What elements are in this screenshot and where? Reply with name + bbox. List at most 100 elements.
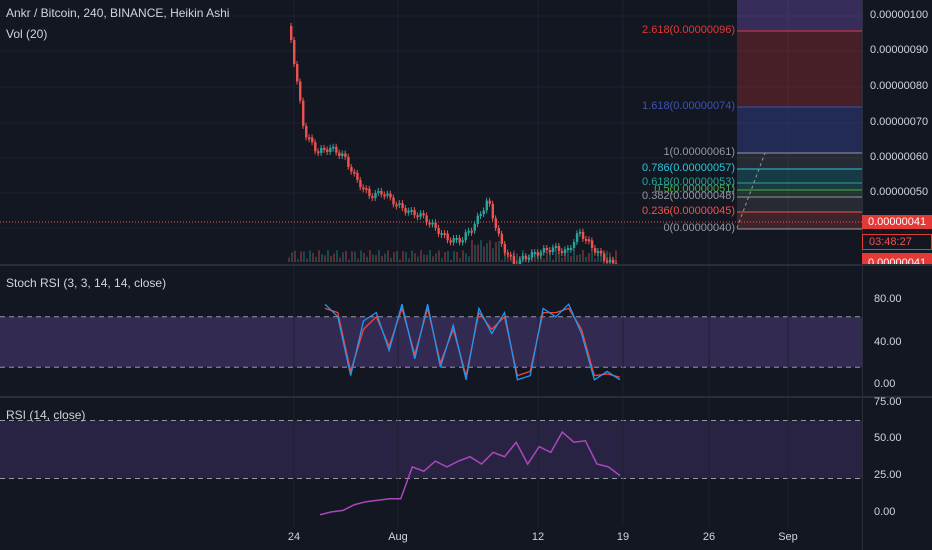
candle (329, 147, 332, 152)
volume-bar (369, 250, 371, 262)
candle (470, 230, 473, 233)
candle (554, 245, 558, 248)
candle (611, 259, 615, 264)
candle (422, 213, 425, 216)
volume-legend[interactable]: Vol (20) (6, 27, 48, 41)
time-label: 19 (616, 531, 630, 543)
rsi-pane[interactable]: RSI (14, close) (0, 398, 862, 526)
rsi-legend[interactable]: RSI (14, close) (6, 408, 86, 422)
rsi-chart[interactable] (0, 398, 862, 526)
volume-bar (297, 259, 299, 262)
fib-zone (737, 212, 862, 229)
candle (419, 213, 422, 217)
price-tick: 0.00000070 (870, 116, 929, 128)
volume-bar (405, 251, 407, 262)
volume-bar (555, 250, 557, 262)
volume-bar (501, 259, 503, 262)
volume-bar (321, 254, 323, 262)
volume-bar (423, 254, 425, 262)
volume-bar (372, 254, 374, 262)
fib-zone (737, 190, 862, 197)
volume-bar (366, 256, 368, 262)
candle (338, 152, 341, 156)
candle (572, 242, 576, 248)
candle (545, 247, 549, 250)
rsi-tick: 75.00 (874, 396, 902, 408)
volume-bar (468, 256, 470, 262)
fib-zone (737, 153, 862, 169)
volume-bar (342, 252, 344, 262)
candle (359, 179, 362, 188)
volume-bar (474, 244, 476, 262)
volume-bar (516, 253, 518, 262)
stoch-rsi-pane[interactable]: Stoch RSI (3, 3, 14, 14, close) (0, 266, 862, 396)
stoch-k-line (324, 303, 621, 381)
candle (473, 224, 476, 231)
candle (602, 253, 606, 261)
volume-bar (492, 248, 494, 262)
candle (449, 240, 452, 243)
volume-bar (432, 256, 434, 262)
price-tick: 0.00000060 (870, 151, 929, 163)
rsi-axis[interactable]: 75.00 50.00 25.00 0.00 (862, 396, 932, 526)
volume-bar (495, 241, 497, 262)
candle (506, 252, 510, 255)
candle (563, 249, 567, 253)
candle (392, 197, 395, 205)
candle (599, 251, 603, 254)
rsi-tick: 50.00 (874, 432, 902, 444)
pane-separator[interactable] (0, 396, 932, 398)
volume-bar (315, 256, 317, 262)
price-chart[interactable] (0, 0, 862, 264)
stoch-rsi-axis[interactable]: 80.00 40.00 0.00 (862, 266, 932, 396)
fib-zone (737, 0, 862, 31)
volume-bar (294, 250, 296, 262)
candle (353, 171, 356, 174)
candle (533, 252, 537, 255)
candle (368, 188, 371, 197)
candle (296, 64, 299, 82)
price-axis[interactable]: 0.00000100 0.00000090 0.00000080 0.00000… (862, 0, 932, 264)
candle (362, 187, 365, 190)
candle (290, 26, 293, 40)
candle (560, 251, 564, 254)
volume-bar (447, 251, 449, 262)
volume-bar (375, 255, 377, 262)
symbol-legend[interactable]: Ankr / Bitcoin, 240, BINANCE, Heikin Ash… (6, 6, 230, 20)
volume-bar (615, 250, 617, 262)
candle (575, 233, 579, 243)
volume-bar (384, 253, 386, 262)
candle (374, 192, 377, 199)
candle (311, 137, 314, 143)
candle (332, 146, 335, 149)
stoch-rsi-chart[interactable] (0, 266, 862, 396)
stoch-rsi-legend[interactable]: Stoch RSI (3, 3, 14, 14, close) (6, 276, 167, 290)
candle (431, 222, 434, 225)
volume-bar (465, 253, 467, 262)
fib-level-label: 0.786(0.00000057) (642, 162, 735, 174)
volume-bar (417, 256, 419, 262)
price-pane[interactable]: Ankr / Bitcoin, 240, BINANCE, Heikin Ash… (0, 0, 862, 264)
pane-separator[interactable] (0, 264, 932, 266)
candle (524, 256, 528, 259)
candle (416, 215, 419, 218)
fib-zone (737, 183, 862, 190)
candle (314, 142, 317, 152)
candle (581, 231, 585, 239)
volume-bar (390, 257, 392, 262)
volume-bar (381, 256, 383, 262)
candle (428, 222, 431, 225)
candle (605, 260, 609, 263)
candle (485, 200, 488, 211)
price-tick: 0.00000050 (870, 186, 929, 198)
candle (578, 231, 582, 234)
candle (527, 257, 531, 260)
volume-bar (489, 240, 491, 262)
volume-bar (459, 258, 461, 262)
fib-level-label: 0.236(0.00000045) (642, 205, 735, 217)
time-axis[interactable]: 24 Aug 12 19 26 Sep (0, 526, 862, 550)
price-tick: 0.00000090 (870, 44, 929, 56)
volume-bar (363, 252, 365, 262)
candle (389, 193, 392, 198)
volume-bar (564, 250, 566, 262)
